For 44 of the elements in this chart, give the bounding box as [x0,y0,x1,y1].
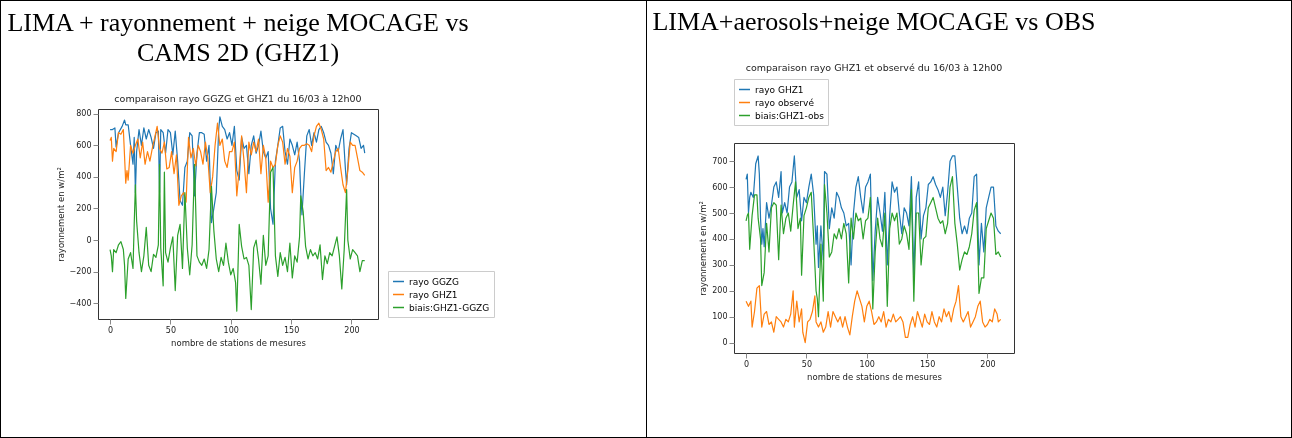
y-tick-label: 400 [711,234,727,244]
chart-subtitle: comparaison rayo GGZG et GHZ1 du 16/03 à 12h00 [114,92,362,104]
chart-title: LIMA + rayonnement + neige MOCAGE vs CAMS 2D (GHZ1) [7,7,469,67]
x-tick-label: 0 [743,359,749,369]
line-series [109,163,366,312]
chart-subtitle: comparaison rayo GHZ1 et observé du 16/03 à 12h00 [745,62,1002,73]
x-tick-label: 100 [859,359,875,369]
y-tick-label: −400 [69,298,92,308]
legend-label: rayo GHZ1 [409,289,458,300]
legend-label: rayo GGZG [409,276,460,287]
y-axis-title: rayonnement en w/m² [55,167,66,262]
legend-label: rayo GHZ1 [754,84,804,95]
line-series [744,284,1001,344]
y-tick-label: −200 [69,267,92,277]
y-tick-label: 200 [76,203,92,213]
x-axis-title: nombre de stations de mesures [806,371,942,382]
y-tick-label: 800 [76,109,92,119]
y-tick-label: 600 [76,140,92,150]
x-tick-label: 100 [223,325,239,335]
x-axis-title: nombre de stations de mesures [171,337,307,348]
x-tick-label: 50 [165,325,177,335]
legend-label: rayo observé [754,97,814,108]
x-tick-label: 200 [344,325,360,335]
y-tick-label: 300 [711,260,727,270]
x-tick-label: 50 [801,359,812,369]
y-tick-label: 600 [711,182,727,192]
y-tick-label: 0 [721,338,727,348]
line-series [744,176,1001,318]
y-tick-label: 0 [86,235,92,245]
x-tick-label: 0 [108,325,114,335]
line-series [109,122,366,206]
line-series [109,116,366,225]
x-tick-label: 150 [919,359,935,369]
y-tick-label: 500 [711,208,727,218]
y-tick-label: 400 [76,172,92,182]
legend-label: biais:GHZ1-obs [754,110,824,121]
y-axis-title: rayonnement en w/m² [697,201,708,296]
y-tick-label: 700 [711,156,727,166]
legend-label: biais:GHZ1-GGZG [409,302,490,313]
x-tick-label: 200 [979,359,996,369]
x-tick-label: 150 [283,325,300,335]
y-tick-label: 100 [711,312,727,322]
chart-title: LIMA+aerosols+neige MOCAGE vs OBS [651,7,1096,36]
y-tick-label: 200 [711,286,727,296]
